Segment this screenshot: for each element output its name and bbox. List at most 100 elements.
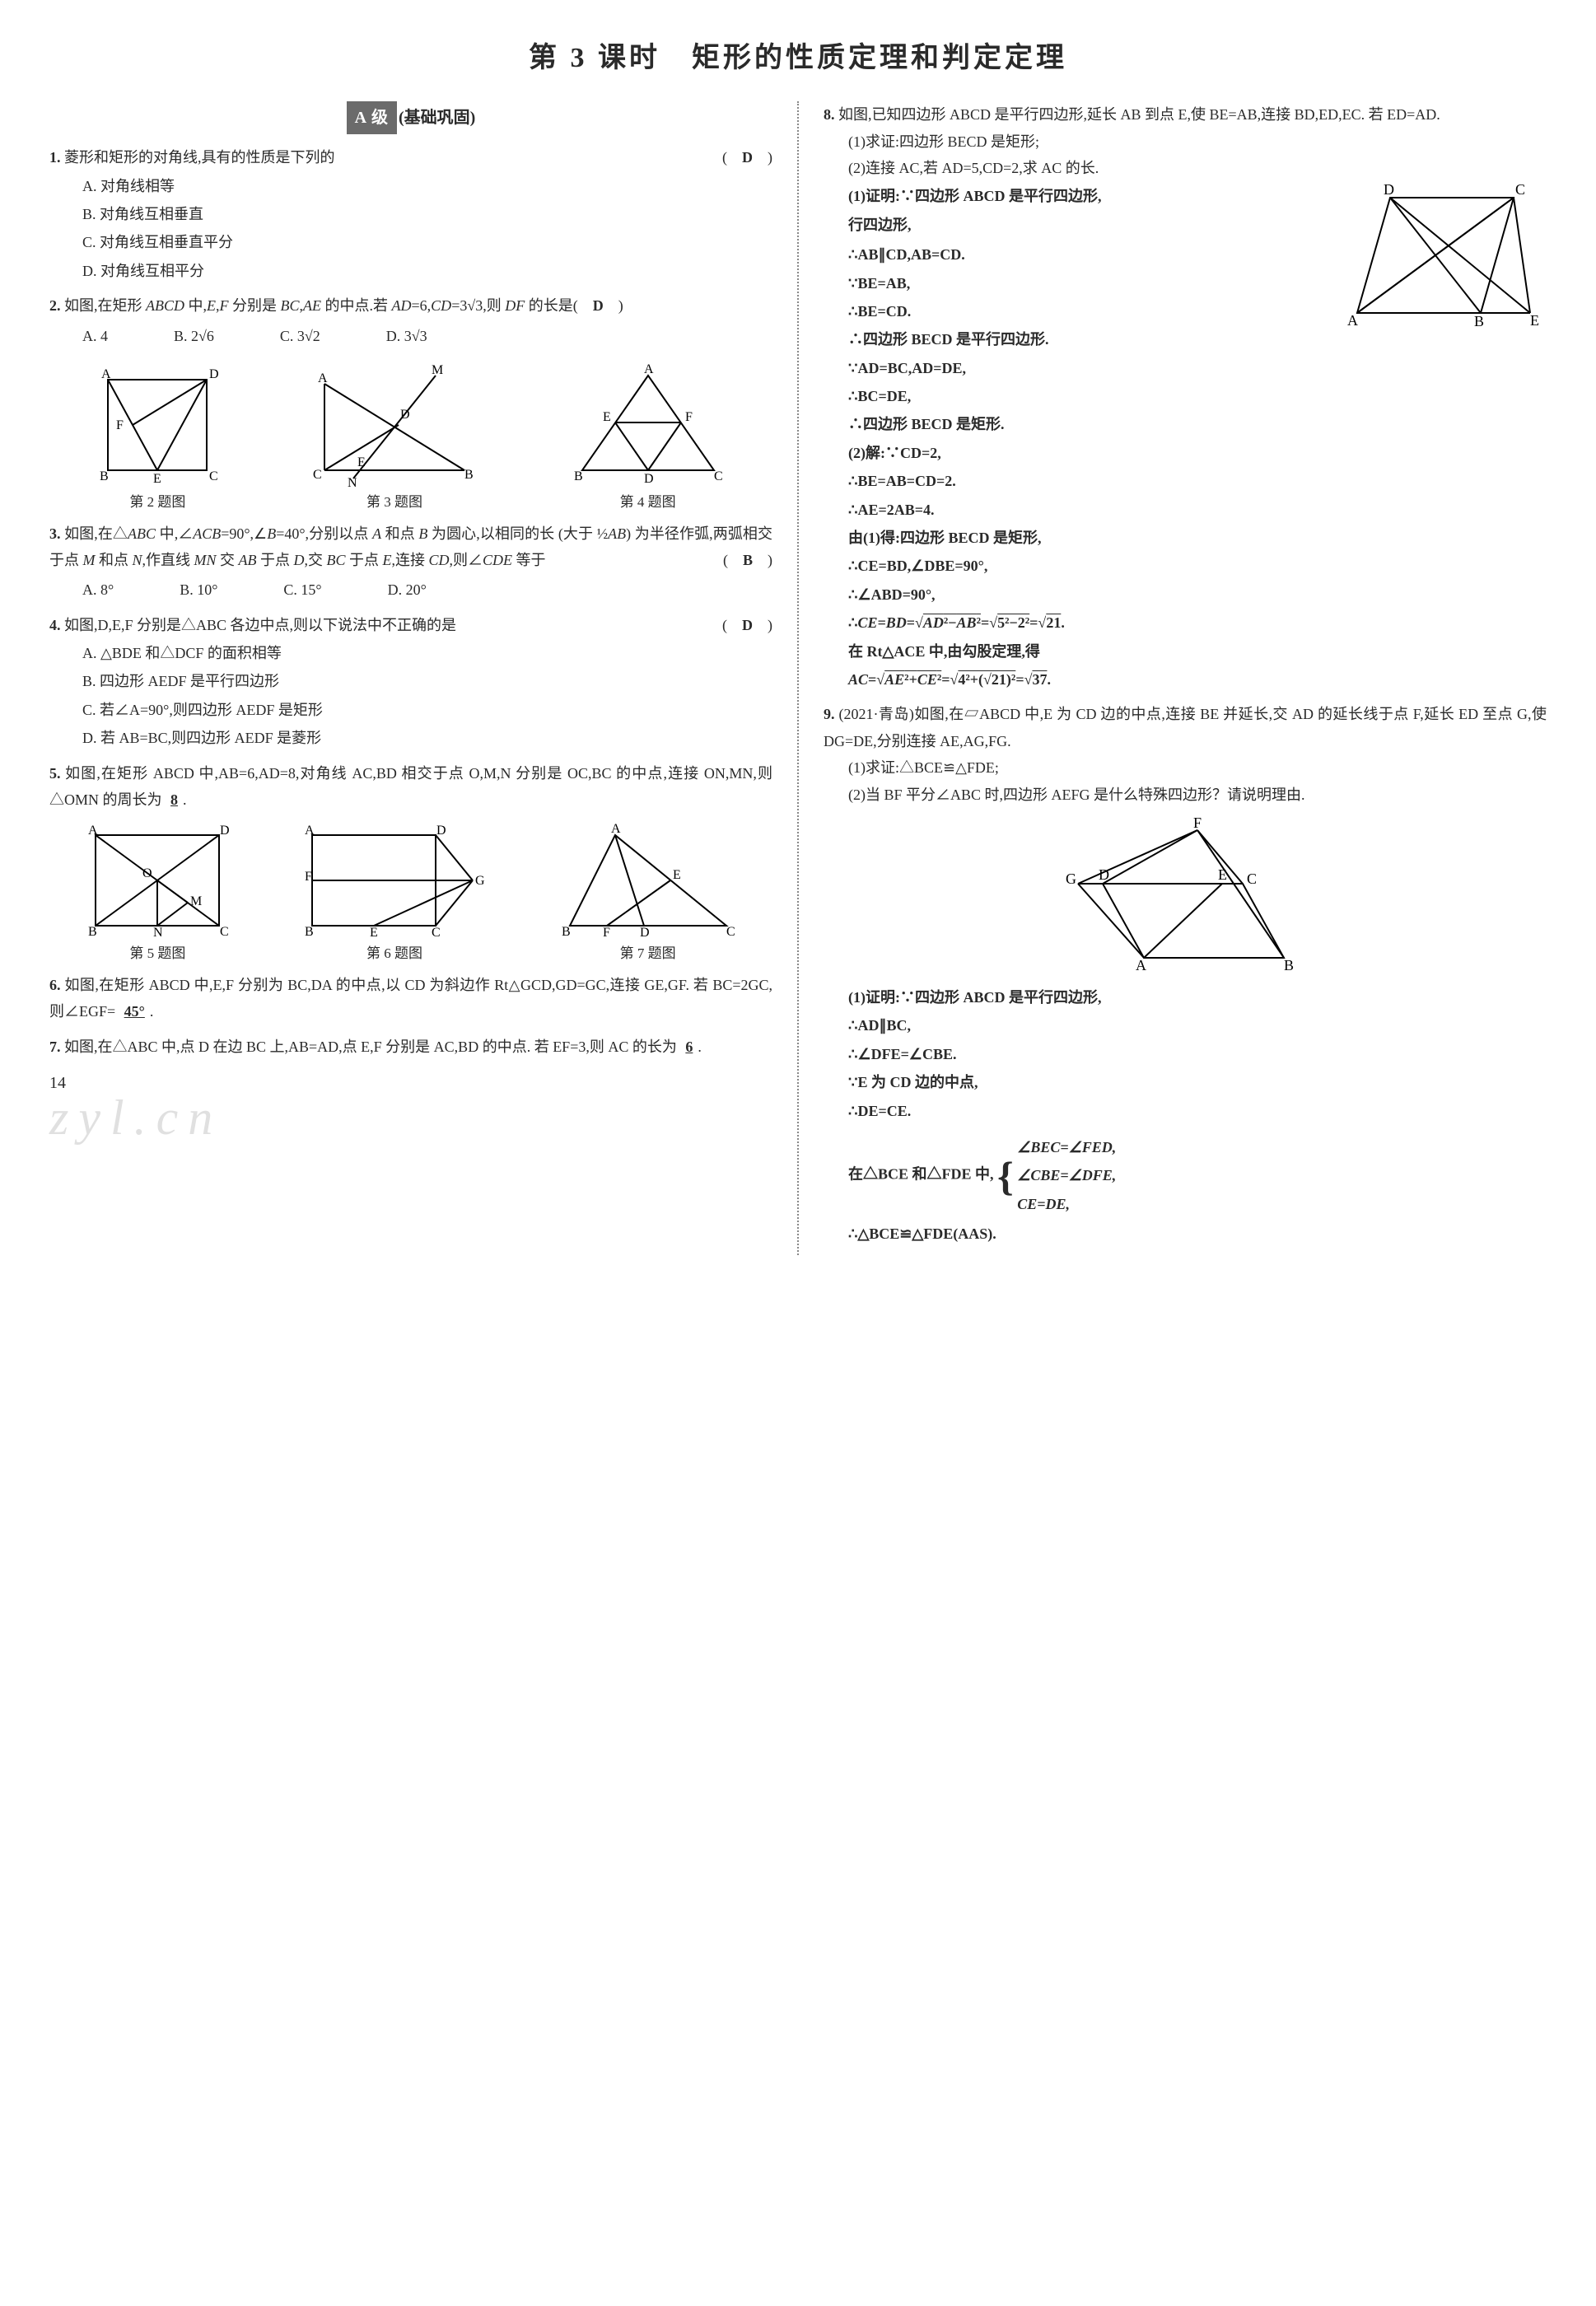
q3-a: A. 8° <box>82 576 114 603</box>
svg-text:A: A <box>101 367 111 381</box>
q5-stem: 如图,在矩形 ABCD 中,AB=6,AD=8,对角线 AC,BD 相交于点 O… <box>49 765 772 808</box>
q8-proof-10: ∴AE=2AB=4. <box>848 497 1547 523</box>
svg-text:E: E <box>1530 312 1539 329</box>
q4-c: C. 若∠A=90°,则四边形 AEDF 是矩形 <box>82 697 772 723</box>
svg-text:E: E <box>153 472 161 486</box>
question-4: 4. 如图,D,E,F 分别是△ABC 各边中点,则以下说法中不正确的是 ( D… <box>49 612 772 752</box>
fig6-caption: 第 6 题图 <box>300 941 489 967</box>
svg-text:E: E <box>370 926 378 938</box>
fig4-caption: 第 4 题图 <box>566 490 730 516</box>
q5-answer: 8 <box>166 791 183 808</box>
svg-text:A: A <box>1347 312 1358 329</box>
svg-text:A: A <box>1136 957 1146 973</box>
q4-stem: 如图,D,E,F 分别是△ABC 各边中点,则以下说法中不正确的是 <box>64 617 456 633</box>
svg-text:C: C <box>726 925 735 938</box>
q2-stem: 如图,在矩形 ABCD 中,E,F 分别是 BC,AE 的中点.若 AD=6,C… <box>64 297 623 314</box>
q9-proof-2: ∴∠DFE=∠CBE. <box>848 1041 1547 1067</box>
svg-text:G: G <box>1066 871 1076 887</box>
q8-stem: 如图,已知四边形 ABCD 是平行四边形,延长 AB 到点 E,使 BE=AB,… <box>838 106 1440 123</box>
svg-text:M: M <box>432 363 443 377</box>
svg-text:D: D <box>1384 181 1394 198</box>
q1-stem: 菱形和矩形的对角线,具有的性质是下列的 <box>64 149 335 166</box>
figure-row-1: AD BEC F 第 2 题图 MN AC B D E <box>49 359 772 516</box>
question-7: 7. 如图,在△ABC 中,点 D 在边 BC 上,AB=AD,点 E,F 分别… <box>49 1034 772 1060</box>
q7-stem: 如图,在△ABC 中,点 D 在边 BC 上,AB=AD,点 E,F 分别是 A… <box>64 1039 677 1055</box>
q8-proof-5: ∵AD=BC,AD=DE, <box>848 355 1547 381</box>
svg-text:E: E <box>603 410 611 424</box>
figure-row-2: AD BNC OM 第 5 题图 AFD BEC G 第 6 题图 <box>49 823 772 967</box>
q8-proof-4: ∴四边形 BECD 是平行四边形. <box>848 326 1547 352</box>
q4-d: D. 若 AB=BC,则四边形 AEDF 是菱形 <box>82 725 772 751</box>
q4-b: B. 四边形 AEDF 是平行四边形 <box>82 668 772 694</box>
svg-text:N: N <box>348 476 357 487</box>
q9-proof-4: ∴DE=CE. <box>848 1098 1547 1124</box>
q8-proof-6: ∴BC=DE, <box>848 383 1547 409</box>
svg-text:C: C <box>714 469 723 483</box>
q9-num: 9. <box>824 706 835 722</box>
svg-text:B: B <box>464 468 474 482</box>
svg-text:D: D <box>640 926 650 938</box>
q8-proof-12: ∴CE=BD,∠DBE=90°, <box>848 553 1547 579</box>
figure-9: F GD EC AB <box>824 818 1547 974</box>
q9-brace-line: 在△BCE 和△FDE 中, { ∠BEC=∠FED, ∠CBE=∠DFE, C… <box>848 1132 1547 1219</box>
q3-answer: B <box>743 552 753 568</box>
question-5: 5. 如图,在矩形 ABCD 中,AB=6,AD=8,对角线 AC,BD 相交于… <box>49 760 772 814</box>
q3-stem: 如图,在△ABC 中,∠ACB=90°,∠B=40°,分别以点 A 和点 B 为… <box>49 525 772 568</box>
svg-text:D: D <box>400 408 410 422</box>
q2-c: C. 3√2 <box>280 323 320 349</box>
q2-d: D. 3√3 <box>386 323 427 349</box>
svg-text:E: E <box>1218 866 1227 883</box>
svg-text:M: M <box>190 894 202 908</box>
svg-text:F: F <box>1193 818 1202 831</box>
right-column: 8. 如图,已知四边形 ABCD 是平行四边形,延长 AB 到点 E,使 BE=… <box>824 101 1547 1255</box>
figure-7: A BFDC E 第 7 题图 <box>558 823 739 967</box>
q2-choices: A. 4 B. 2√6 C. 3√2 D. 3√3 <box>49 323 772 349</box>
q8-proof-7: ∴四边形 BECD 是矩形. <box>848 411 1547 437</box>
q3-d: D. 20° <box>388 576 427 603</box>
q9-proof-3: ∵E 为 CD 边的中点, <box>848 1069 1547 1095</box>
q4-answer: D <box>742 617 753 633</box>
q6-answer: 45° <box>119 1003 150 1020</box>
q7-answer: 6 <box>680 1039 698 1055</box>
q1-b: B. 对角线互相垂直 <box>82 201 772 227</box>
question-8: 8. 如图,已知四边形 ABCD 是平行四边形,延长 AB 到点 E,使 BE=… <box>824 101 1547 693</box>
svg-text:F: F <box>116 418 124 432</box>
q4-a: A. △BDE 和△DCF 的面积相等 <box>82 640 772 666</box>
figure-3: MN AC B D E 第 3 题图 <box>308 359 481 516</box>
question-3: 3. 如图,在△ABC 中,∠ACB=90°,∠B=40°,分别以点 A 和点 … <box>49 520 772 604</box>
q2-num: 2. <box>49 297 61 314</box>
q1-a: A. 对角线相等 <box>82 173 772 199</box>
svg-text:A: A <box>318 371 328 385</box>
q2-b: B. 2√6 <box>174 323 214 349</box>
q8-num: 8. <box>824 106 835 123</box>
svg-text:C: C <box>209 469 218 483</box>
svg-text:B: B <box>305 925 314 938</box>
svg-text:B: B <box>1284 957 1294 973</box>
fig5-caption: 第 5 题图 <box>83 941 231 967</box>
svg-text:D: D <box>209 367 219 381</box>
svg-text:C: C <box>1247 871 1257 887</box>
q4-num: 4. <box>49 617 61 633</box>
level-header: A 级(基础巩固) <box>49 101 772 134</box>
q6-num: 6. <box>49 977 61 993</box>
page-title: 第 3 课时 矩形的性质定理和判定定理 <box>49 33 1547 83</box>
q3-b: B. 10° <box>180 576 217 603</box>
q8-proof-16: AC=√AE²+CE²=√4²+(√21)²=√37. <box>848 666 1547 693</box>
q5-num: 5. <box>49 765 61 782</box>
q1-answer: D <box>742 149 753 166</box>
q9-concl: ∴△BCE≌△FDE(AAS). <box>848 1221 1547 1247</box>
figure-8: DC ABE <box>1332 181 1547 329</box>
q9-proof-1: ∴AD∥BC, <box>848 1012 1547 1039</box>
q3-num: 3. <box>49 525 61 542</box>
brace-l2: ∠CBE=∠DFE, <box>1017 1162 1116 1188</box>
q8-proof-14: ∴CE=BD=√AD²−AB²=√5²−2²=√21. <box>848 609 1547 636</box>
column-divider <box>797 101 799 1255</box>
svg-text:A: A <box>88 824 98 838</box>
fig2-caption: 第 2 题图 <box>91 490 223 516</box>
q3-c: C. 15° <box>283 576 321 603</box>
svg-text:A: A <box>305 824 315 838</box>
svg-text:A: A <box>611 823 621 836</box>
level-tag: A 级 <box>347 101 397 134</box>
q9-stem: (2021·青岛)如图,在▱ABCD 中,E 为 CD 边的中点,连接 BE 并… <box>824 706 1547 749</box>
q1-d: D. 对角线互相平分 <box>82 258 772 284</box>
